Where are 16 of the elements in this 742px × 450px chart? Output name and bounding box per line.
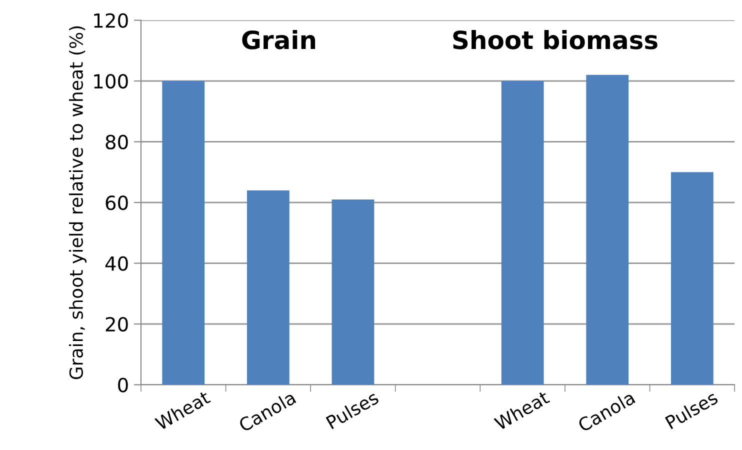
y-tick-label: 80 — [106, 134, 128, 150]
y-tick-label: 120 — [94, 13, 128, 28]
y-tick-label: 100 — [94, 74, 128, 89]
bar — [586, 74, 629, 385]
annotation: Shoot biomass — [453, 30, 658, 50]
y-tick-label: 60 — [106, 195, 128, 210]
y-tick-label: 0 — [118, 378, 128, 392]
bar — [332, 199, 374, 385]
y-axis-title: Grain, shoot yield relative to wheat (%) — [69, 26, 87, 380]
bar — [246, 190, 290, 385]
bar — [501, 81, 544, 385]
annotation: Grain — [242, 30, 316, 50]
y-tick-label: 40 — [105, 256, 128, 271]
bar — [670, 172, 714, 385]
y-tick-label: 20 — [106, 316, 128, 332]
bar — [162, 81, 205, 385]
